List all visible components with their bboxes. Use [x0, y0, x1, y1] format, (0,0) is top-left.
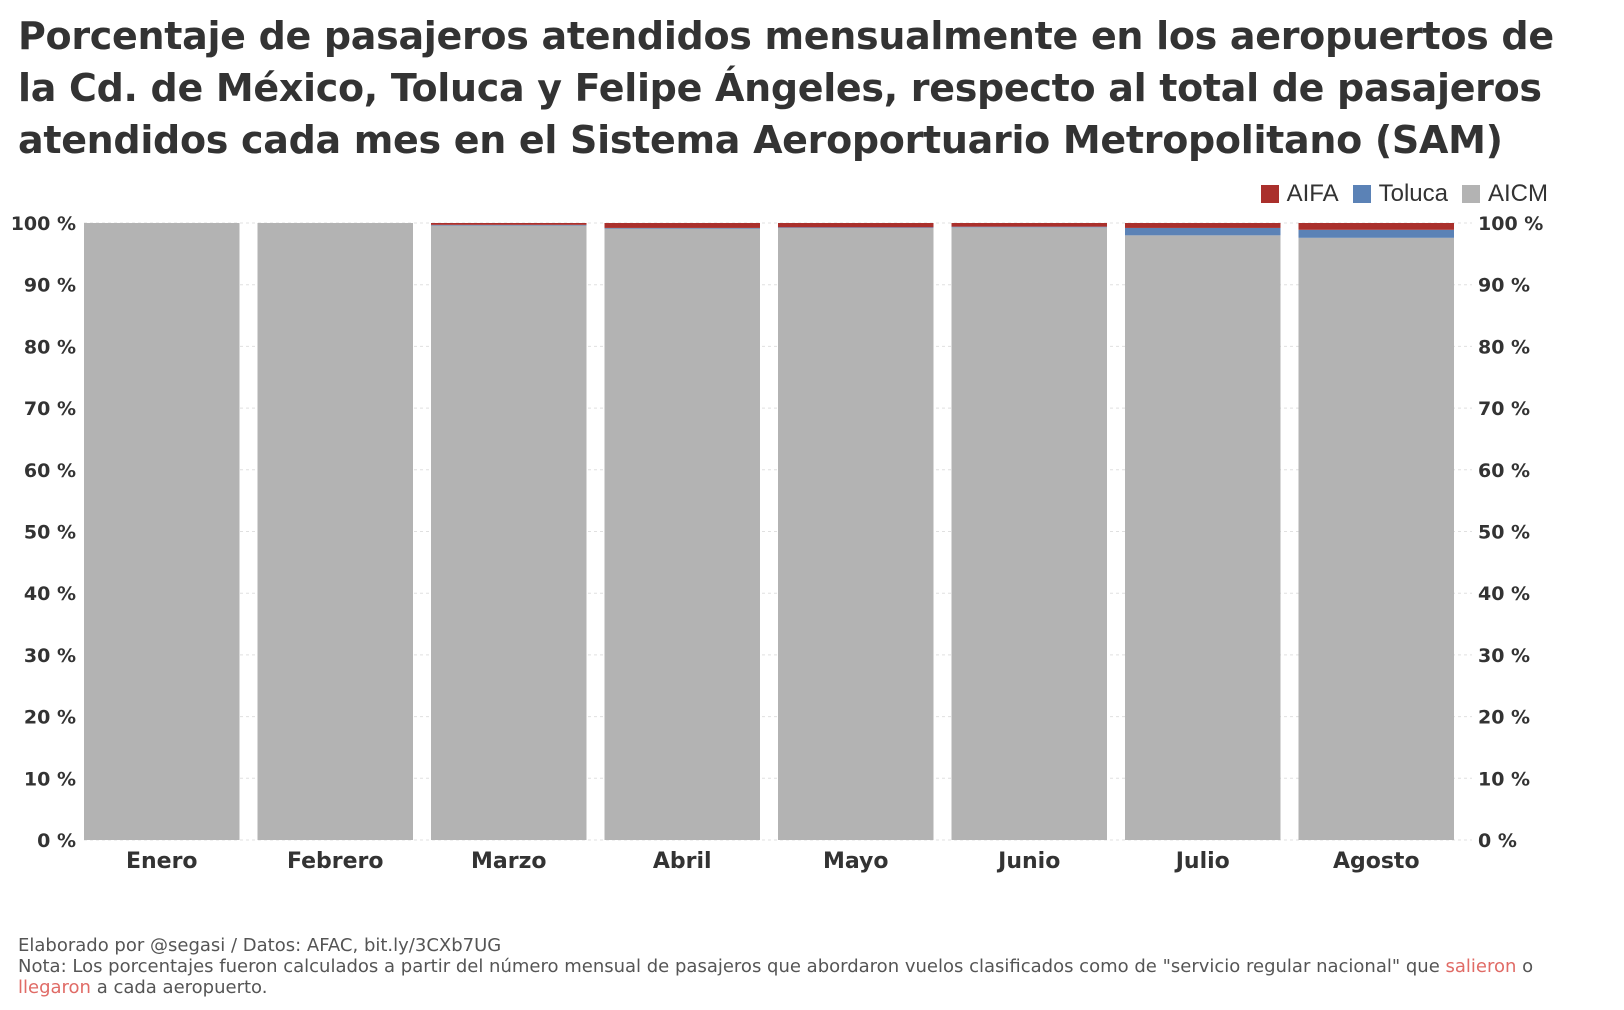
y-axis-right: 0 % 10 % 20 % 30 % 40 % 50 % 60 % 70 % 80 % 90 % 1…	[1478, 213, 1543, 852]
bar-segment-aicm-marzo	[431, 225, 587, 840]
x-tick-label-febrero: Febrero	[287, 849, 384, 874]
y-tick-label-right: 10 %	[1478, 768, 1530, 790]
y-tick-label-left: 10 %	[24, 768, 76, 790]
y-tick-label-left: 0 %	[37, 830, 76, 852]
legend-swatch-toluca	[1352, 185, 1371, 203]
legend-label-aicm: AICM	[1488, 180, 1548, 207]
y-tick-label-left: 60 %	[24, 460, 76, 482]
y-tick-label-right: 0 %	[1478, 830, 1517, 852]
bar-segment-aifa-mayo	[778, 223, 934, 228]
y-tick-label-right: 90 %	[1478, 275, 1530, 297]
y-tick-label-left: 90 %	[24, 275, 76, 297]
bar-segment-aifa-junio	[951, 223, 1107, 227]
y-tick-label-left: 70 %	[24, 398, 76, 420]
chart-legend: AIFA Toluca AICM	[1260, 180, 1548, 208]
bar-segment-toluca-marzo	[431, 224, 587, 226]
legend-swatch-aifa	[1260, 185, 1279, 203]
bar-segment-aicm-febrero	[257, 223, 413, 840]
legend-item-aifa: AIFA	[1260, 180, 1339, 208]
bar-segment-aicm-abril	[604, 228, 760, 841]
x-tick-label-enero: Enero	[126, 849, 198, 874]
bar-segment-toluca-mayo	[778, 227, 934, 228]
y-axis-left: 0 % 10 % 20 % 30 % 40 % 50 % 60 % 70 % 80 % 90 % 1…	[11, 213, 76, 852]
y-tick-label-left: 30 %	[24, 645, 76, 667]
x-tick-label-junio: Junio	[996, 849, 1060, 874]
y-tick-label-right: 30 %	[1478, 645, 1530, 667]
footer-note: Nota: Los porcentajes fueron calculados …	[18, 956, 1608, 998]
y-tick-label-left: 80 %	[24, 336, 76, 358]
bar-segment-aicm-mayo	[778, 227, 934, 840]
y-tick-label-left: 40 %	[24, 583, 76, 605]
chart-footer: Elaborado por @segasi / Datos: AFAC, bit…	[18, 935, 1608, 998]
x-tick-label-abril: Abril	[653, 849, 712, 874]
bar-segment-toluca-abril	[604, 227, 760, 229]
legend-swatch-aicm	[1462, 185, 1480, 203]
y-tick-label-right: 100 %	[1478, 213, 1543, 235]
y-tick-label-right: 70 %	[1478, 398, 1530, 420]
footer-note-link-salieron[interactable]: salieron	[1445, 956, 1517, 977]
chart-title: Porcentaje de pasajeros atendidos mensua…	[18, 14, 1554, 162]
bar-segment-aicm-junio	[951, 227, 1107, 841]
bar-segment-toluca-junio	[951, 226, 1107, 228]
bar-segment-aicm-enero	[84, 223, 240, 840]
bar-segment-aicm-julio	[1125, 235, 1281, 841]
footer-note-link-llegaron[interactable]: llegaron	[18, 977, 91, 998]
bars	[84, 223, 1454, 841]
stacked-bar-chart: 0 % 10 % 20 % 30 % 40 % 50 % 60 % 70 % 80 % 90 % 1…	[11, 213, 1544, 874]
bar-segment-aifa-marzo	[431, 223, 587, 225]
y-tick-label-right: 50 %	[1478, 522, 1530, 544]
y-tick-label-left: 20 %	[24, 707, 76, 729]
y-tick-label-right: 20 %	[1478, 707, 1530, 729]
bar-segment-toluca-julio	[1125, 227, 1281, 236]
x-axis: Enero Febrero Marzo Abril Mayo Junio Julio Agos…	[126, 849, 1420, 874]
y-tick-label-right: 80 %	[1478, 336, 1530, 358]
footer-note-mid: o	[1516, 956, 1534, 977]
footer-note-prefix: Nota: Los porcentajes fueron calculados …	[18, 956, 1446, 977]
x-tick-label-marzo: Marzo	[471, 849, 547, 874]
footer-credit: Elaborado por @segasi / Datos: AFAC, bit…	[18, 935, 502, 956]
y-tick-label-left: 100 %	[11, 213, 76, 235]
legend-item-toluca: Toluca	[1352, 180, 1448, 208]
footer-note-suffix: a cada aeropuerto.	[90, 977, 268, 998]
legend-label-aifa: AIFA	[1286, 180, 1339, 207]
x-tick-label-mayo: Mayo	[823, 849, 889, 874]
bar-segment-aifa-abril	[604, 223, 760, 228]
bar-segment-aifa-agosto	[1298, 223, 1454, 230]
x-tick-label-julio: Julio	[1174, 849, 1230, 874]
bar-segment-toluca-agosto	[1298, 229, 1454, 238]
bar-segment-aifa-julio	[1125, 223, 1281, 228]
x-tick-label-agosto: Agosto	[1333, 849, 1420, 874]
bar-segment-aicm-agosto	[1298, 237, 1454, 841]
legend-item-aicm: AICM	[1462, 180, 1548, 208]
y-tick-label-right: 40 %	[1478, 583, 1530, 605]
y-tick-label-left: 50 %	[24, 522, 76, 544]
y-tick-label-right: 60 %	[1478, 460, 1530, 482]
legend-label-toluca: Toluca	[1378, 180, 1448, 207]
